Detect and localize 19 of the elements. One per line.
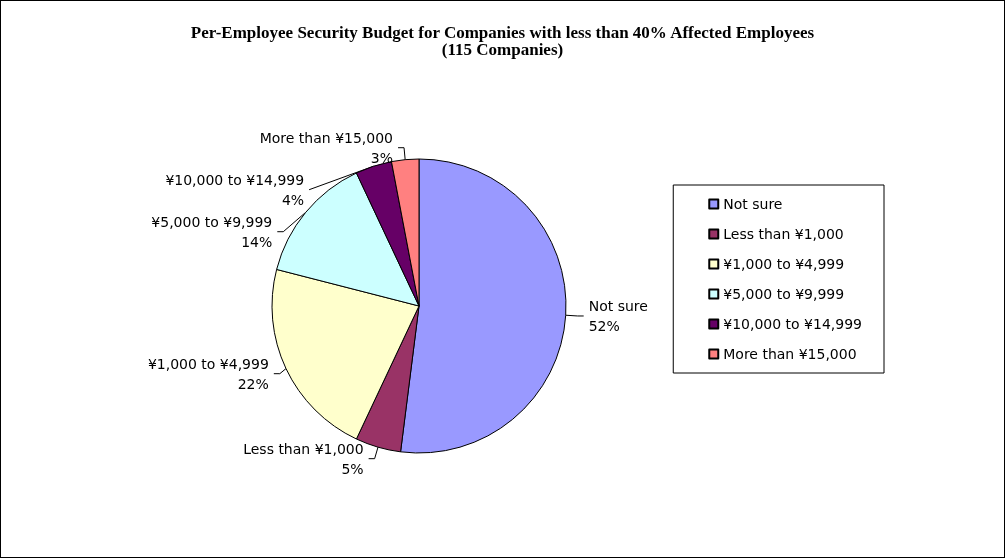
- data-label: 5%: [341, 460, 364, 477]
- slice-label: More than ¥15,000: [259, 129, 394, 146]
- slice-label: ¥1,000 to ¥4,999: [147, 355, 269, 372]
- legend-label: More than ¥15,000: [723, 346, 857, 362]
- slice-label: Not sure: [588, 297, 648, 314]
- data-label: 14%: [241, 233, 273, 250]
- data-label: 22%: [237, 375, 269, 392]
- legend-label: ¥10,000 to ¥14,999: [723, 316, 863, 332]
- legend-label: ¥1,000 to ¥4,999: [723, 256, 845, 272]
- data-label: 52%: [588, 317, 620, 334]
- slice-label: ¥5,000 to ¥9,999: [151, 213, 273, 230]
- slice-label: ¥10,000 to ¥14,999: [165, 171, 305, 188]
- legend-label: Less than ¥1,000: [723, 226, 844, 242]
- chart-title: Per-Employee Security Budget for Companies with less than 40% Affected Employees: [190, 23, 815, 42]
- data-label: 3%: [370, 149, 394, 166]
- legend-label: ¥5,000 to ¥9,999: [723, 286, 845, 302]
- data-label: 4%: [281, 191, 305, 208]
- legend-label: Not sure: [723, 196, 783, 212]
- slice-label: Less than ¥1,000: [243, 440, 364, 457]
